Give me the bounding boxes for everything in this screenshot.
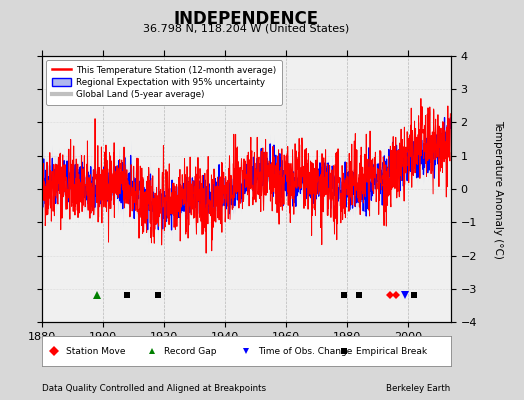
Legend: This Temperature Station (12-month average), Regional Expectation with 95% uncer: This Temperature Station (12-month avera… [46,60,281,104]
Text: Station Move: Station Move [66,346,125,356]
Text: 36.798 N, 118.204 W (United States): 36.798 N, 118.204 W (United States) [143,23,350,33]
Text: Time of Obs. Change: Time of Obs. Change [258,346,352,356]
Text: Empirical Break: Empirical Break [356,346,427,356]
Y-axis label: Temperature Anomaly (°C): Temperature Anomaly (°C) [494,120,504,258]
Text: INDEPENDENCE: INDEPENDENCE [174,10,319,28]
Text: Record Gap: Record Gap [163,346,216,356]
Text: Berkeley Earth: Berkeley Earth [386,384,451,393]
Text: Data Quality Controlled and Aligned at Breakpoints: Data Quality Controlled and Aligned at B… [42,384,266,393]
